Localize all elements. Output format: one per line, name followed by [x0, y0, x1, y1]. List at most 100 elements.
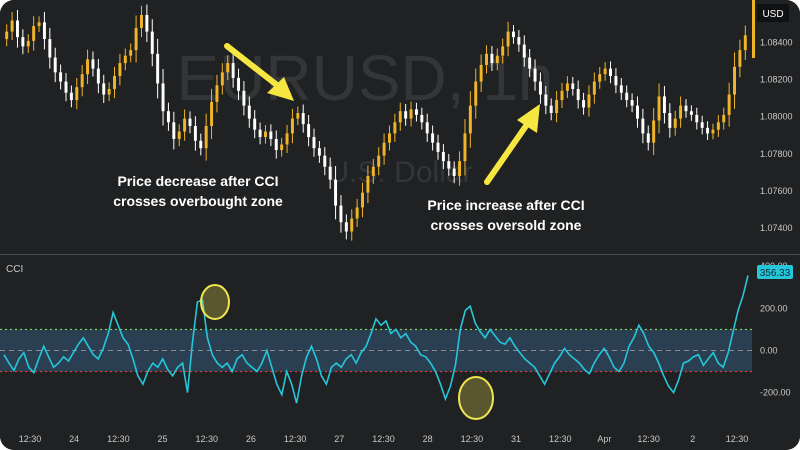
- candle-body: [172, 122, 176, 139]
- candle-body: [517, 37, 521, 45]
- time-tick-label: 26: [246, 434, 256, 444]
- candle-body: [312, 137, 316, 149]
- candle-body: [237, 77, 241, 91]
- candle-body: [59, 72, 63, 82]
- candle-body: [555, 100, 559, 114]
- candle-body: [495, 55, 499, 64]
- candle-body: [134, 27, 138, 51]
- candle-body: [339, 205, 343, 223]
- cci-tick-label: 0.00: [760, 345, 778, 355]
- candle-body: [274, 138, 278, 151]
- candle-body: [371, 166, 375, 176]
- candle-body: [123, 55, 127, 64]
- cci-current-value: 356.33: [760, 268, 791, 279]
- candle-body: [511, 31, 515, 38]
- candle-body: [544, 94, 548, 106]
- candle-body: [673, 118, 677, 128]
- candle-body: [328, 166, 332, 180]
- candle-body: [285, 133, 289, 145]
- candle-body: [280, 144, 284, 151]
- candle-body: [538, 81, 542, 95]
- candle-body: [296, 113, 300, 119]
- candle-body: [91, 59, 95, 69]
- candle-body: [506, 31, 510, 47]
- candle-body: [603, 68, 607, 75]
- price-tick-label: 1.08000: [760, 112, 793, 122]
- candle-body: [355, 207, 359, 219]
- candle-body: [21, 37, 25, 47]
- candle-body: [700, 122, 704, 128]
- candle-body: [609, 68, 613, 77]
- candle-body: [307, 124, 311, 138]
- candle-body: [199, 140, 203, 149]
- candle-body: [684, 105, 688, 112]
- candle-body: [226, 63, 230, 73]
- candle-body: [334, 179, 338, 206]
- candle-body: [635, 105, 639, 119]
- decrease-annotation-line1: Price decrease after CCI: [117, 173, 278, 189]
- candle-body: [447, 161, 451, 169]
- candle-body: [452, 168, 456, 176]
- price-tick-label: 1.07800: [760, 149, 793, 159]
- time-tick-label: 27: [334, 434, 344, 444]
- candle-body: [242, 90, 246, 106]
- currency-label: USD: [762, 9, 783, 20]
- candle-body: [625, 92, 629, 101]
- time-tick-label: 12:30: [637, 434, 660, 444]
- candle-body: [501, 46, 505, 56]
- candle-body: [387, 133, 391, 143]
- candle-body: [614, 76, 618, 86]
- candle-body: [139, 14, 143, 28]
- candle-body: [657, 96, 661, 121]
- increase-annotation-line2: crosses oversold zone: [431, 217, 582, 233]
- candle-body: [571, 83, 575, 89]
- currency-badge: [757, 4, 789, 22]
- cci-tick-label: 200.00: [760, 303, 788, 313]
- candle-body: [10, 20, 14, 32]
- candle-body: [161, 83, 165, 112]
- candle-body: [80, 74, 84, 88]
- candle-body: [733, 66, 737, 95]
- time-tick-label: 28: [423, 434, 433, 444]
- candle-body: [441, 151, 445, 162]
- candle-body: [156, 53, 160, 84]
- candle-body: [366, 175, 370, 193]
- candle-body: [619, 85, 623, 93]
- candle-body: [533, 68, 537, 82]
- candle-body: [722, 114, 726, 123]
- candle-body: [150, 31, 154, 54]
- candle-body: [350, 218, 354, 232]
- candle-body: [32, 26, 36, 41]
- candle-body: [463, 133, 467, 162]
- candle-body: [598, 74, 602, 82]
- candle-body: [706, 127, 710, 134]
- candle-body: [425, 122, 429, 134]
- cci-line: [3, 275, 749, 404]
- time-tick-label: 24: [69, 434, 79, 444]
- candle-body: [210, 101, 214, 126]
- increase-arrow: [484, 104, 540, 185]
- candle-body: [414, 109, 418, 115]
- candle-body: [177, 131, 181, 139]
- price-axis: 1.08400 1.08200 1.08000 1.07800 1.07600 1.074…: [760, 38, 793, 233]
- price-tick-label: 1.08200: [760, 75, 793, 85]
- candle-body: [490, 53, 494, 64]
- candle-body: [528, 57, 532, 69]
- candle-body: [431, 133, 435, 143]
- candle-body: [253, 118, 257, 130]
- candle-body: [102, 83, 106, 95]
- candle-body: [64, 81, 68, 93]
- time-tick-label: 12:30: [461, 434, 484, 444]
- candlestick-series: [5, 4, 747, 241]
- last-price-marker: [752, 0, 755, 58]
- candle-body: [48, 39, 52, 58]
- cci-title: CCI: [6, 264, 23, 275]
- candle-body: [107, 88, 111, 95]
- candle-body: [269, 131, 273, 139]
- time-tick-label: 12:30: [284, 434, 307, 444]
- candle-body: [630, 100, 634, 106]
- candle-body: [15, 20, 19, 38]
- candle-body: [183, 118, 187, 132]
- time-tick-label: Apr: [597, 434, 611, 444]
